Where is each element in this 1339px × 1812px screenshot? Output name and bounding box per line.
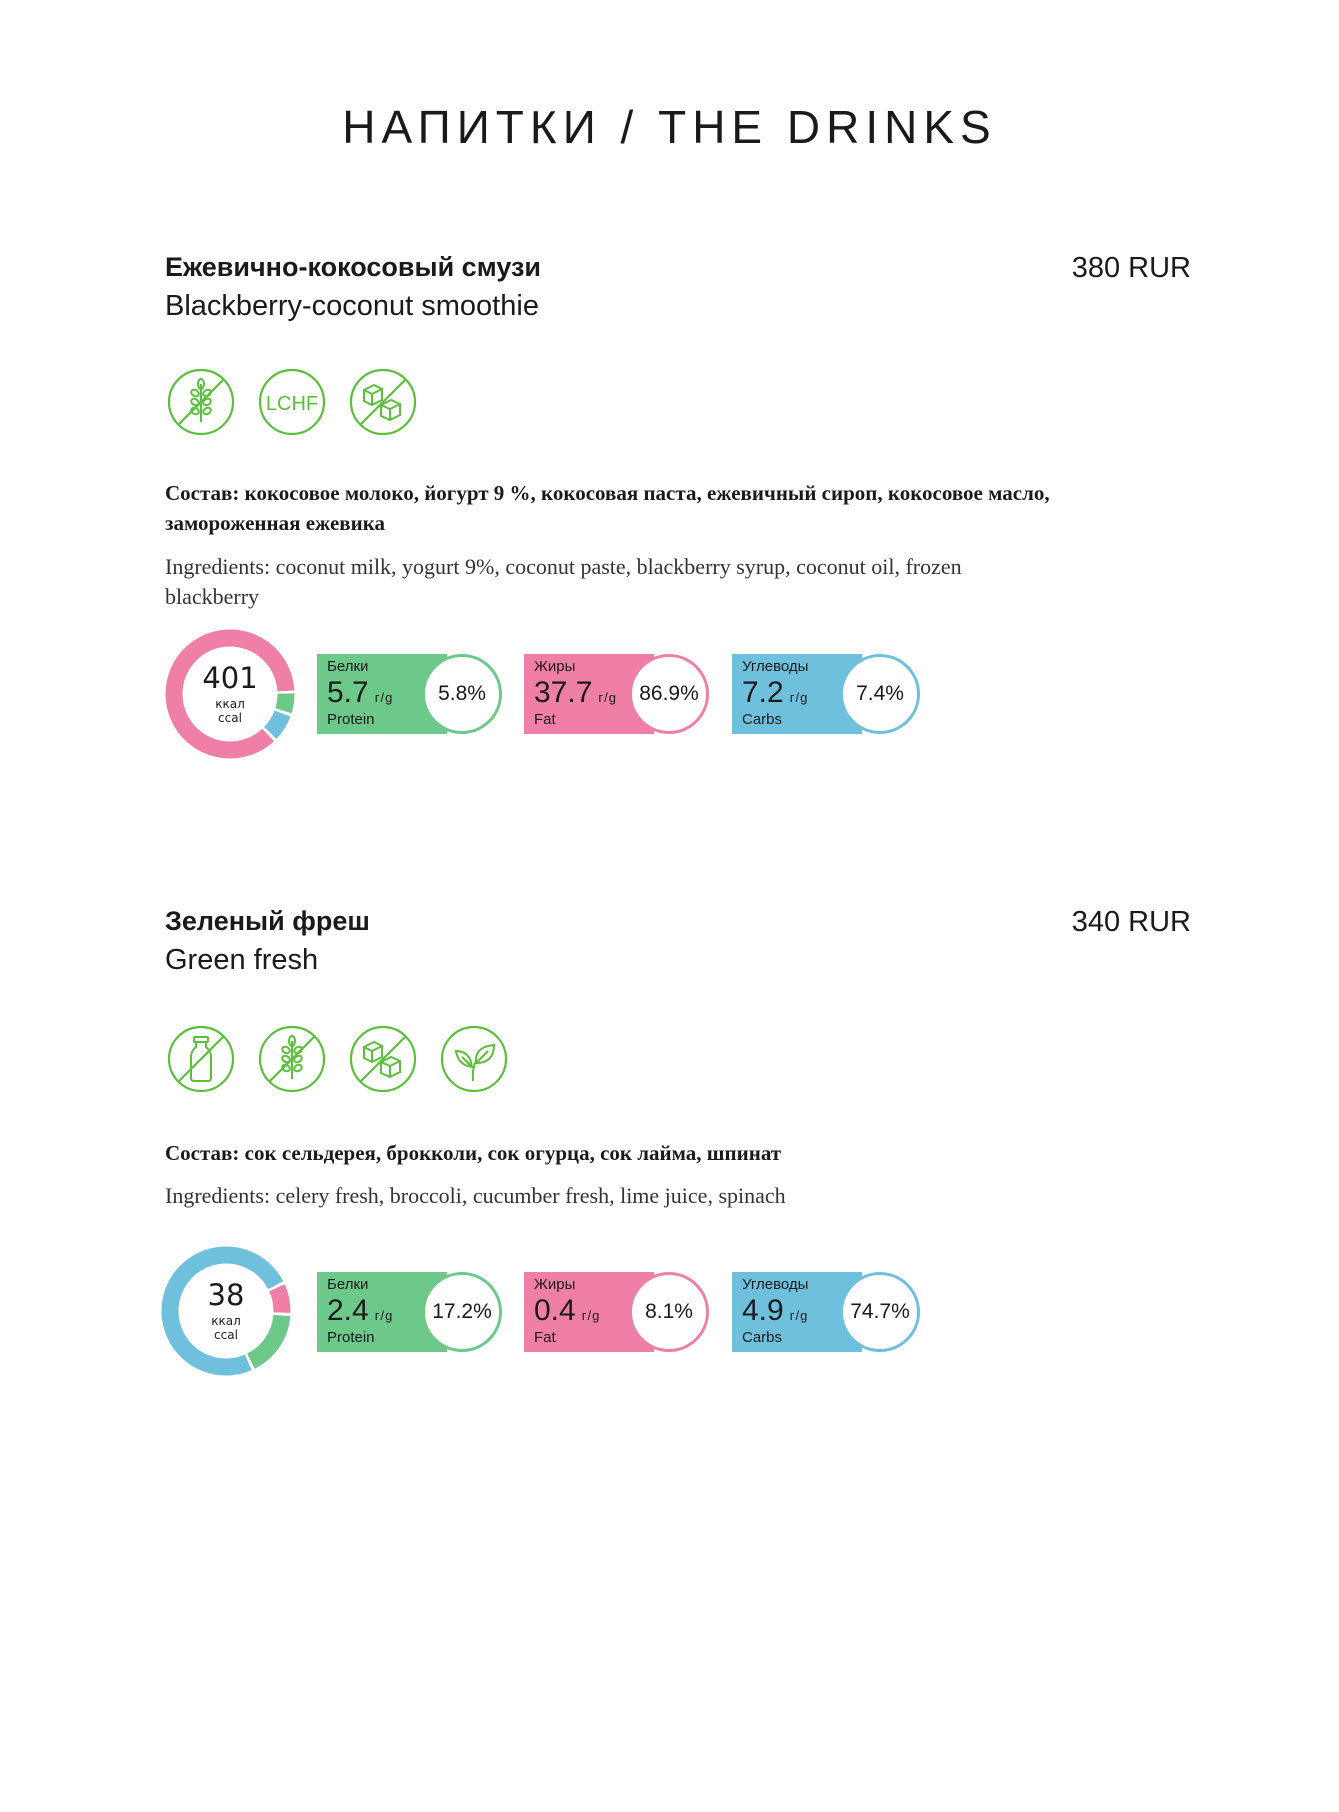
carbs-label-en: Carbs xyxy=(742,1329,783,1346)
fat-unit: г/g xyxy=(598,690,617,705)
kcal-value: 401 xyxy=(202,661,258,695)
carbs-percent: 7.4% xyxy=(840,654,920,734)
kcal-unit-ru: ккал xyxy=(211,1314,241,1328)
protein-label-ru: Белки xyxy=(327,658,369,675)
diet-icons xyxy=(167,1025,508,1093)
ingredients-en: Ingredients: coconut milk, yogurt 9%, co… xyxy=(165,554,962,609)
item-price: 380 RUR xyxy=(1071,252,1191,284)
item-name-en: Green fresh xyxy=(165,944,319,976)
protein-percent: 17.2% xyxy=(422,1272,502,1352)
item-name-ru: Зеленый фреш xyxy=(165,906,370,936)
calorie-donut xyxy=(165,629,295,759)
item-price: 340 RUR xyxy=(1071,906,1191,938)
kcal-unit-en: ccal xyxy=(214,1328,238,1342)
calorie-label: 401 ккал ccal xyxy=(165,629,295,759)
carbs-label-ru: Углеводы xyxy=(742,1276,809,1293)
protein-box: Белки 5.7 г/g Protein 5.8% xyxy=(317,654,502,734)
composition-ru: Состав: кокосовое молоко, йогурт 9 %, ко… xyxy=(165,481,1050,535)
fat-unit: г/g xyxy=(581,1308,601,1323)
carbs-percent: 74.7% xyxy=(840,1272,920,1352)
fat-value: 37.7 xyxy=(534,676,593,709)
item-name-en: Blackberry-coconut smoothie xyxy=(165,290,539,322)
calorie-donut xyxy=(161,1246,291,1376)
protein-label-en: Protein xyxy=(327,1329,375,1346)
no-gluten-icon xyxy=(258,1025,326,1093)
fat-label-en: Fat xyxy=(534,711,556,728)
protein-label-ru: Белки xyxy=(327,1276,369,1293)
diet-icons: LCHF xyxy=(167,368,417,436)
carbs-label-ru: Углеводы xyxy=(742,658,809,675)
calorie-label: 38 ккал ccal xyxy=(161,1246,291,1376)
fat-label-en: Fat xyxy=(534,1329,556,1346)
protein-box: Белки 2.4 г/g Protein 17.2% xyxy=(317,1272,502,1352)
donut-segment-protein xyxy=(275,693,295,714)
carbs-value: 4.9 xyxy=(742,1294,784,1327)
donut-segment-carbs xyxy=(161,1246,284,1376)
svg-text:LCHF: LCHF xyxy=(266,393,318,415)
protein-unit: г/g xyxy=(374,1308,394,1323)
no-gluten-icon xyxy=(167,368,235,436)
carbs-unit: г/g xyxy=(789,1308,809,1323)
kcal-unit-ru: ккал xyxy=(215,697,245,711)
item-name-ru: Ежевично-кокосовый смузи xyxy=(165,252,541,282)
protein-value: 5.7 xyxy=(327,676,369,709)
fat-box: Жиры 0.4 г/g Fat 8.1% xyxy=(524,1272,709,1352)
ingredients-en: Ingredients: celery fresh, broccoli, cuc… xyxy=(165,1183,786,1208)
fat-percent: 86.9% xyxy=(629,654,709,734)
carbs-label-en: Carbs xyxy=(742,711,783,728)
composition-ru: Состав: сок сельдерея, брокколи, сок огу… xyxy=(165,1141,782,1165)
no-sugar-icon xyxy=(349,368,417,436)
fat-percent: 8.1% xyxy=(629,1272,709,1352)
page-title: НАПИТКИ / THE DRINKS xyxy=(342,101,997,153)
fat-box: Жиры 37.7 г/g Fat 86.9% xyxy=(524,654,709,734)
protein-percent: 5.8% xyxy=(422,654,502,734)
protein-unit: г/g xyxy=(374,690,394,705)
donut-segment-protein xyxy=(246,1314,291,1369)
lchf-icon: LCHF xyxy=(258,368,326,436)
vegan-leaf-icon xyxy=(440,1025,508,1093)
kcal-value: 38 xyxy=(207,1278,245,1312)
fat-label-ru: Жиры xyxy=(534,658,576,675)
donut-segment-fat xyxy=(165,629,295,759)
donut-segment-fat xyxy=(269,1284,291,1313)
donut-segment-carbs xyxy=(263,710,291,739)
kcal-unit-en: ccal xyxy=(218,711,242,725)
protein-value: 2.4 xyxy=(327,1294,369,1327)
carbs-unit: г/g xyxy=(789,690,809,705)
no-dairy-icon xyxy=(167,1025,235,1093)
carbs-box: Углеводы 4.9 г/g Carbs 74.7% xyxy=(732,1272,920,1352)
protein-label-en: Protein xyxy=(327,711,375,728)
no-sugar-icon xyxy=(349,1025,417,1093)
carbs-box: Углеводы 7.2 г/g Carbs 7.4% xyxy=(732,654,920,734)
fat-label-ru: Жиры xyxy=(534,1276,576,1293)
carbs-value: 7.2 xyxy=(742,676,784,709)
fat-value: 0.4 xyxy=(534,1294,576,1327)
